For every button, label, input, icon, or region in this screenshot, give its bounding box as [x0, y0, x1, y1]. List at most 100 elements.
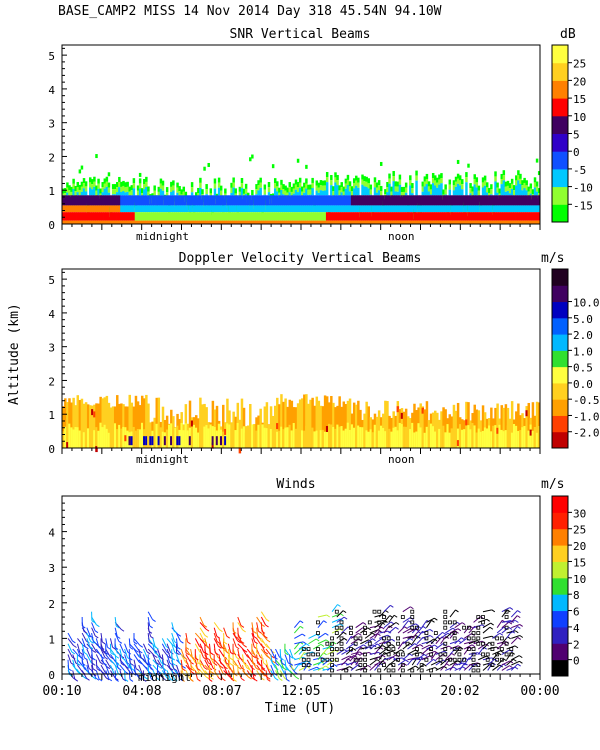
snr-cell	[244, 188, 248, 194]
snr-cell	[286, 195, 289, 206]
y-tick-label: 3	[48, 562, 55, 575]
colorbar-swatch	[552, 366, 568, 384]
wind-calm-marker	[452, 620, 457, 625]
snr-cell	[454, 176, 458, 182]
snr-cell	[531, 212, 535, 221]
wind-barb-flag	[77, 663, 81, 666]
snr-cell	[265, 205, 269, 213]
snr-cell	[261, 220, 264, 224]
doppler-cell	[170, 423, 173, 448]
snr-cell	[521, 205, 524, 213]
colorbar-swatch	[552, 98, 568, 117]
doppler-cell	[375, 431, 379, 448]
doppler-cell	[454, 424, 458, 448]
doppler-cell	[492, 425, 495, 448]
wind-barb-flag	[237, 640, 241, 644]
wind-barb	[100, 648, 106, 658]
snr-cell	[80, 205, 84, 213]
doppler-cell	[170, 436, 173, 446]
colorbar-swatch	[552, 80, 568, 99]
doppler-cell	[469, 429, 472, 448]
snr-cell	[423, 195, 427, 206]
doppler-cell	[338, 396, 341, 448]
wind-barb-flag	[185, 652, 190, 656]
snr-cell	[431, 212, 435, 221]
snr-cell	[521, 190, 524, 196]
snr-cell	[190, 187, 194, 193]
wind-barb	[383, 604, 391, 613]
snr-cell	[373, 212, 377, 221]
wind-barb-flag	[325, 632, 329, 636]
snr-cell	[512, 190, 516, 196]
snr-cell	[415, 180, 418, 196]
wind-barb	[497, 640, 506, 645]
snr-cell	[91, 184, 94, 190]
wind-barb-flag	[158, 671, 163, 675]
snr-cell	[535, 220, 539, 224]
wind-calm-marker	[476, 641, 481, 646]
snr-cell	[172, 180, 175, 186]
wind-barb	[388, 622, 397, 629]
wind-barb-flag	[240, 640, 245, 644]
doppler-cell	[282, 429, 285, 448]
doppler-cell	[350, 424, 354, 448]
snr-cell	[167, 195, 171, 206]
snr-cell	[301, 205, 304, 213]
snr-cell	[510, 183, 514, 189]
wind-barb	[421, 648, 429, 655]
snr-cell	[203, 195, 206, 206]
snr-cell	[365, 176, 368, 182]
snr-cell	[506, 220, 510, 224]
snr-cell	[124, 187, 127, 193]
doppler-cell	[238, 447, 242, 454]
wind-barb-flag	[98, 646, 103, 650]
colorbar-swatch	[552, 317, 568, 335]
snr-cell	[446, 195, 449, 206]
wind-calm-marker	[476, 663, 481, 667]
doppler-cell	[84, 427, 88, 448]
snr-cell	[492, 195, 495, 206]
snr-cell	[145, 220, 148, 224]
wind-barb-flag	[261, 677, 265, 681]
wind-barb-flag	[105, 652, 110, 656]
snr-cell	[458, 220, 462, 224]
wind-barb	[185, 632, 188, 643]
snr-cell	[402, 191, 406, 198]
wind-barb-flag	[125, 665, 130, 669]
x-tick-label: 12:05	[281, 684, 320, 699]
wind-barb	[147, 633, 150, 643]
wind-barb	[317, 665, 327, 671]
wind-barb-flag	[169, 678, 174, 682]
snr-cell	[448, 220, 452, 224]
snr-cell	[153, 205, 156, 213]
snr-cell	[411, 205, 414, 213]
wind-barb	[463, 646, 470, 655]
snr-cell	[479, 212, 483, 221]
snr-cell	[390, 220, 393, 224]
doppler-cell	[188, 400, 192, 448]
doppler-cell	[406, 432, 410, 448]
wind-barb-flag	[116, 636, 121, 639]
snr-cell	[330, 195, 333, 206]
doppler-cell	[438, 428, 441, 448]
wind-barb-flag	[71, 651, 76, 655]
doppler-cell	[352, 427, 356, 448]
snr-cell	[417, 205, 420, 213]
snr-cell	[89, 205, 92, 213]
snr-cell	[93, 220, 96, 224]
doppler-cell	[190, 420, 194, 427]
wind-barb	[175, 654, 180, 664]
wind-barb	[298, 660, 308, 666]
snr-cell	[126, 186, 129, 192]
wind-calm-marker	[330, 636, 334, 641]
snr-cell	[263, 189, 267, 195]
wind-barb	[482, 622, 491, 629]
wind-barb	[294, 656, 304, 661]
wind-barb	[341, 666, 350, 671]
snr-cell	[93, 186, 96, 196]
wind-calm-marker	[466, 636, 471, 641]
doppler-cell	[278, 404, 281, 448]
doppler-cell	[147, 428, 150, 448]
snr-cell	[89, 220, 92, 224]
doppler-cell	[182, 430, 186, 448]
